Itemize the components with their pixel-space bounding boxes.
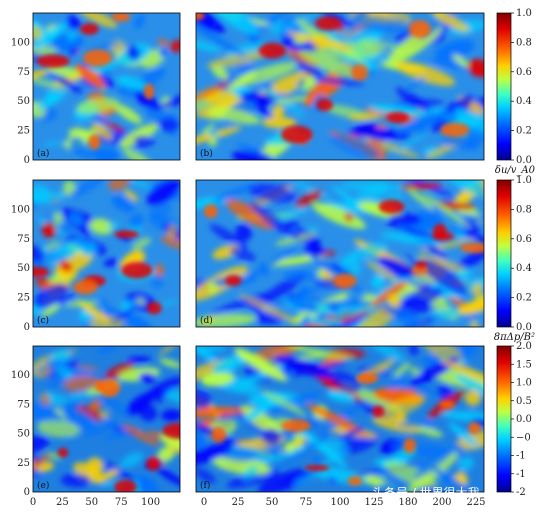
x-tick-label: 100 [141, 497, 160, 508]
y-tick-label: 25 [17, 458, 30, 469]
heatmap-panel-b: (b) [195, 12, 485, 161]
x-tick-label: 200 [432, 497, 451, 508]
colorbar-tick-label: 0.4 [516, 96, 532, 107]
y-tick-label: 50 [17, 429, 30, 440]
x-tick-label: 50 [266, 497, 279, 508]
colorbar-tick-label: 0.5 [516, 396, 532, 407]
x-tick-label: 100 [330, 497, 349, 508]
x-tick-label: 180 [398, 497, 417, 508]
heatmap-panel-a: (a) [32, 12, 181, 161]
colorbar-tick-label: 0.2 [516, 293, 532, 304]
x-tick-label: 25 [56, 497, 69, 508]
y-tick-label: 50 [17, 263, 30, 274]
y-tick-label: 25 [17, 293, 30, 304]
panel-label: (c) [37, 315, 49, 326]
watermark: 头条号 / 世界很大我 [372, 486, 480, 500]
colorbar-tick-label: 2.0 [516, 341, 532, 352]
y-tick-label: 0 [24, 487, 30, 498]
x-tick-label: 225 [466, 497, 485, 508]
y-tick-label: 75 [17, 399, 30, 410]
y-tick-label: 75 [17, 234, 30, 245]
colorbar-2: 0.0 0.2 0.4 0.6 0.8 1.0 8πΔp/B² [494, 175, 535, 343]
y-tick-label: 100 [11, 370, 30, 381]
x-tick-label: 0 [201, 497, 207, 508]
colorbar-tick-label: -1 [516, 469, 526, 480]
y-tick-label: 0 [24, 322, 30, 333]
heatmap-panel-c: (c) [32, 179, 181, 328]
colorbar-tick-label: -1 [516, 451, 526, 462]
y-tick-label: 0 [24, 155, 30, 166]
colorbar-3: -2 -1 -1 −0 0.0 0.5 1.0 1.5 2.0 [496, 341, 532, 498]
x-tick-label: 25 [232, 497, 245, 508]
y-tick-label: 75 [17, 67, 30, 78]
y-tick-label: 25 [17, 126, 30, 137]
colorbar-label: 8πΔp/B² [494, 332, 535, 343]
colorbar-tick-label: 0.6 [516, 234, 532, 245]
colorbar-label: δu/v_A0 [495, 165, 536, 176]
colorbar-tick-label: 0.0 [516, 414, 532, 425]
colorbar-tick-label: 1.0 [516, 378, 532, 389]
y-tick-label: 100 [11, 37, 30, 48]
panel-label: (b) [200, 148, 213, 159]
colorbar-tick-label: 1.0 [516, 8, 532, 19]
colorbar-tick-label: 0.0 [516, 155, 532, 166]
x-tick-label: 125 [364, 497, 383, 508]
panel-label: (a) [37, 148, 49, 159]
x-tick-label: 75 [115, 497, 128, 508]
panel-label: (f) [200, 480, 210, 491]
colorbar-tick-label: -2 [516, 487, 526, 498]
y-tick-label: 50 [17, 96, 30, 107]
heatmap-panel-f: (f) [195, 345, 485, 493]
colorbar-tick-label: −0 [516, 432, 531, 443]
colorbar-tick-label: 0.2 [516, 126, 532, 137]
y-tick-label: 100 [11, 204, 30, 215]
heatmap-panel-e: (e) [32, 345, 181, 493]
colorbar-tick-label: 0.6 [516, 67, 532, 78]
x-tick-label: 75 [300, 497, 313, 508]
panel-label: (d) [200, 315, 213, 326]
colorbar-tick-label: 0.8 [516, 204, 532, 215]
colorbar-tick-label: 0.8 [516, 37, 532, 48]
panel-label: (e) [37, 480, 49, 491]
x-tick-label: 0 [30, 497, 36, 508]
colorbar-tick-label: 1.0 [516, 175, 532, 186]
colorbar-1: 0.0 0.2 0.4 0.6 0.8 1.0 δu/v_A0 [495, 8, 536, 176]
x-tick-label: 50 [85, 497, 98, 508]
colorbar-tick-label: 0.4 [516, 263, 532, 274]
colorbar-tick-label: 0.0 [516, 322, 532, 333]
colorbar-tick-label: 1.5 [516, 359, 532, 370]
heatmap-panel-d: (d) [195, 179, 485, 328]
